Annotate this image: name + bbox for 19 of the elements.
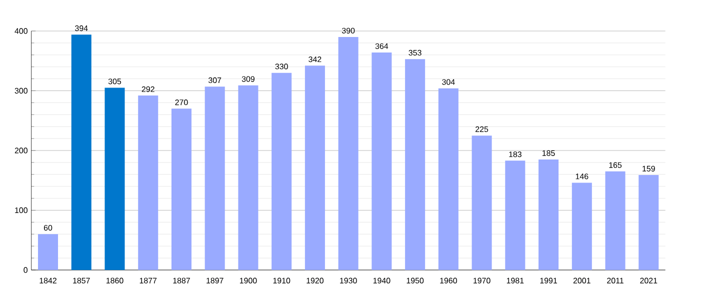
- bar: [104, 88, 125, 270]
- bar: [138, 96, 158, 270]
- bar: [338, 36, 358, 270]
- bar: [71, 34, 92, 270]
- bar: [472, 136, 492, 270]
- bar: [405, 59, 426, 270]
- bar: [171, 108, 192, 270]
- bar: [238, 85, 258, 270]
- bar: [38, 234, 58, 270]
- bar: [304, 66, 325, 270]
- bar: [505, 160, 526, 270]
- bar: [438, 88, 458, 270]
- bar: [605, 171, 626, 270]
- bar: [638, 174, 659, 270]
- bar: [272, 72, 292, 270]
- bar: [372, 52, 392, 270]
- bar: [572, 182, 592, 270]
- bar: [204, 86, 225, 270]
- bar: [538, 159, 559, 270]
